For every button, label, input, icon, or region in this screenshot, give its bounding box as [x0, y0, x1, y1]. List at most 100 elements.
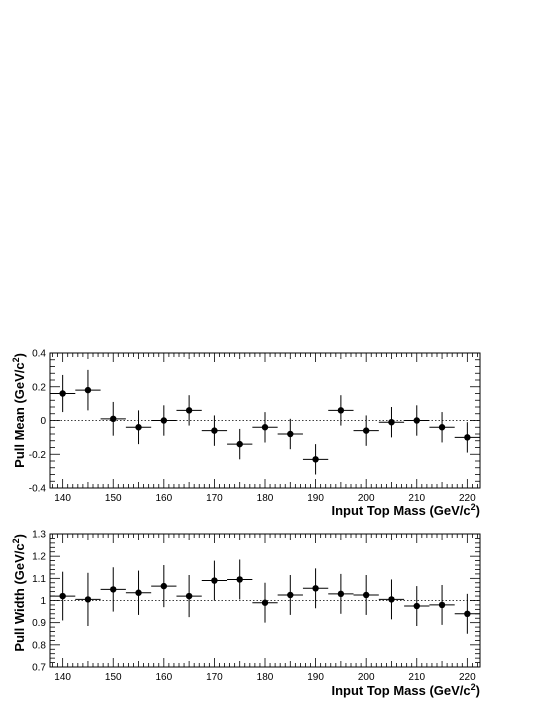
marker [211, 577, 218, 584]
marker [135, 589, 142, 596]
marker [236, 576, 243, 583]
y-axis-title-sup: 2 [11, 357, 21, 362]
x-tick-label: 200 [358, 493, 375, 504]
marker [362, 591, 370, 599]
x-axis-title-main: Input Top Mass (GeV/c [331, 503, 470, 518]
data-point [328, 573, 354, 614]
marker [362, 427, 370, 434]
marker [59, 390, 66, 397]
data-point [176, 395, 202, 426]
marker [464, 434, 471, 441]
marker [312, 585, 319, 592]
marker [287, 430, 294, 438]
data-point [252, 412, 278, 443]
data-point [201, 560, 228, 601]
data-point [201, 415, 228, 446]
y-axis-title-tail: ) [12, 353, 27, 357]
marker [185, 592, 193, 600]
marker [261, 599, 269, 606]
y-tick-label: 0.9 [32, 618, 46, 629]
x-tick-label: 220 [459, 493, 476, 504]
marker [464, 610, 471, 617]
y-tick-label: 1 [40, 596, 46, 607]
y-tick-label: 0.4 [32, 349, 46, 360]
data-point [75, 572, 101, 626]
data-point [100, 567, 126, 612]
marker [312, 456, 319, 463]
marker [59, 592, 66, 600]
x-tick-label: 160 [155, 493, 172, 504]
x-tick-label: 160 [155, 672, 172, 683]
marker [261, 424, 269, 431]
marker [160, 417, 168, 424]
marker [337, 407, 345, 414]
marker [185, 407, 193, 414]
marker [160, 582, 168, 590]
marker [84, 596, 92, 603]
data-point [302, 444, 329, 475]
y-axis-title-sup: 2 [11, 538, 21, 543]
x-tick-label: 150 [105, 493, 122, 504]
y-tick-label: -0.2 [29, 450, 47, 461]
x-axis-title-tail: ) [476, 503, 480, 518]
x-tick-label: 220 [459, 672, 476, 683]
x-tick-label: 190 [307, 493, 324, 504]
data-point [227, 428, 253, 460]
marker [413, 417, 420, 424]
x-axis-title-sup: 2 [471, 502, 476, 512]
data-point [454, 593, 480, 634]
marker [84, 386, 92, 394]
chart-panel-2: 140 150 160 170 180 190 200 210 220 0.7 0.8 0.9 1 1.1… [11, 530, 481, 698]
data-point [176, 575, 202, 618]
x-tick-label: 200 [358, 672, 375, 683]
data-point [454, 422, 480, 453]
data-point [277, 575, 303, 615]
y-tick-label: 0.8 [32, 640, 46, 651]
data-point [353, 415, 379, 446]
x-tick-label: 170 [206, 493, 223, 504]
marker [287, 591, 294, 599]
x-tick-label: 180 [257, 493, 274, 504]
data-point [277, 418, 303, 450]
marker [211, 427, 218, 434]
data-point [50, 374, 76, 413]
x-tick-label: 150 [105, 672, 122, 683]
y-tick-label: 0.7 [32, 663, 46, 674]
data-point [151, 565, 177, 608]
marker [337, 590, 345, 598]
x-tick-label: 210 [408, 493, 425, 504]
x-axis-title: Input Top Mass (GeV/c2) [331, 502, 480, 518]
y-axis-title-tail: ) [12, 534, 27, 538]
marker [135, 424, 142, 431]
x-tick-label: 140 [54, 493, 71, 504]
y-tick-label: 1.2 [32, 552, 46, 563]
x-tick-label: 170 [206, 672, 223, 683]
x-axis-title: Input Top Mass (GeV/c2) [331, 682, 480, 698]
data-point [404, 405, 430, 436]
data-point [328, 395, 354, 426]
y-axis-title-main: Pull Mean (GeV/c [12, 362, 27, 467]
y-tick-label: 1.1 [32, 574, 46, 585]
marker [388, 418, 395, 426]
data-point [151, 405, 177, 436]
data-point [100, 401, 126, 436]
y-axis-title-main: Pull Width (GeV/c [12, 543, 27, 651]
data-point [429, 412, 455, 443]
marker [438, 424, 446, 431]
marker [110, 415, 117, 423]
data-point [50, 571, 76, 621]
x-tick-label: 190 [307, 672, 324, 683]
y-tick-label: 1.3 [32, 530, 46, 541]
marker [438, 601, 446, 609]
data-point [75, 369, 101, 411]
data-point [353, 575, 379, 615]
marker [388, 596, 395, 603]
data-point [302, 568, 329, 609]
y-tick-label: 0 [40, 416, 46, 427]
y-tick-label: -0.4 [29, 484, 47, 495]
chart-panel-1: 140 150 160 170 180 190 200 210 220 -0.4 -0.2 0 0.2 0… [11, 349, 481, 518]
x-axis-title-sup: 2 [471, 682, 476, 692]
data-point [404, 586, 430, 626]
marker [110, 586, 117, 593]
